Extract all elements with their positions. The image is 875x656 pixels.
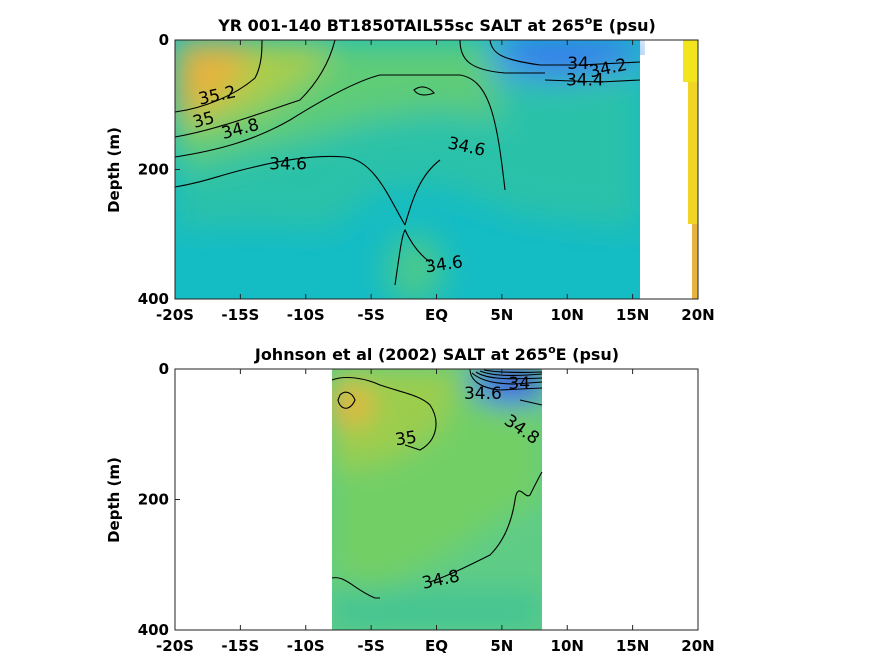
panel-top-title: YR 001-140 BT1850TAIL55sc SALT at 265oE … <box>217 14 656 35</box>
panel-top-contours <box>175 40 641 286</box>
panel-top: YR 001-140 BT1850TAIL55sc SALT at 265oE … <box>105 14 715 324</box>
panel-bottom-field <box>331 369 543 630</box>
y-tick-label: 200 <box>138 161 169 179</box>
x-tick-label: 20N <box>681 637 714 655</box>
y-tick-label: 0 <box>159 360 169 378</box>
x-tick-label: EQ <box>425 306 448 324</box>
panel-bottom-title: Johnson et al (2002) SALT at 265oE (psu) <box>254 343 619 364</box>
panel-bottom-contours <box>331 369 543 599</box>
y-tick-label: 200 <box>138 491 169 509</box>
contour-label: 34.4 <box>566 70 604 90</box>
x-tick-label: -20S <box>156 637 194 655</box>
x-tick-label: 5N <box>490 306 513 324</box>
panel-bottom-ticks: -20S -15S -10S -5S EQ 5N 10N 15N 20N 0 200 400 <box>138 360 715 655</box>
contour-label: 34 <box>567 54 589 74</box>
strip-orange <box>692 224 698 299</box>
x-tick-label: -20S <box>156 306 194 324</box>
x-tick-label: EQ <box>425 637 448 655</box>
contour-label: 35 <box>394 427 418 450</box>
x-tick-label: 15N <box>616 637 649 655</box>
x-tick-label: -15S <box>221 306 259 324</box>
x-tick-label: 5N <box>490 637 513 655</box>
panel-top-ylabel: Depth (m) <box>105 127 123 213</box>
x-tick-label: -10S <box>287 637 325 655</box>
y-tick-label: 400 <box>138 621 169 639</box>
x-tick-label: -10S <box>287 306 325 324</box>
panel-bottom-ylabel: Depth (m) <box>105 457 123 543</box>
strip-gold <box>688 82 698 224</box>
contour-label: 34 <box>508 374 530 394</box>
x-tick-label: 20N <box>681 306 714 324</box>
panel-top-ticks: -20S -15S -10S -5S EQ 5N 10N 15N 20N 0 200 400 <box>138 31 715 324</box>
contour-label: 34.6 <box>464 384 502 404</box>
x-tick-label: -5S <box>357 637 384 655</box>
x-tick-label: 15N <box>616 306 649 324</box>
strip-yellow <box>683 40 698 82</box>
x-tick-label: -5S <box>357 306 384 324</box>
y-tick-label: 0 <box>159 31 169 49</box>
panel-top-field <box>175 40 698 299</box>
panel-bottom: Johnson et al (2002) SALT at 265oE (psu) <box>105 343 715 655</box>
x-tick-label: -15S <box>221 637 259 655</box>
x-tick-label: 10N <box>551 306 584 324</box>
y-tick-label: 400 <box>138 290 169 308</box>
contour-label: 34.6 <box>269 155 307 175</box>
x-tick-label: 10N <box>551 637 584 655</box>
